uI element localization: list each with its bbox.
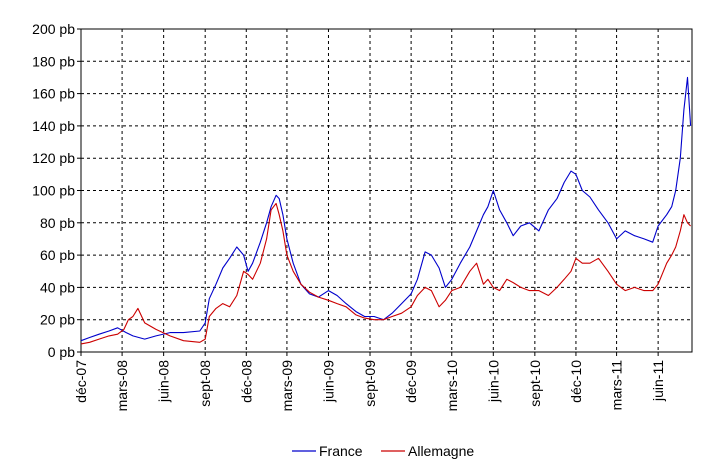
y-tick-label: 80 pb: [40, 215, 75, 231]
y-tick-label: 140 pb: [32, 118, 75, 134]
x-tick-label: juin-10: [485, 360, 501, 403]
series-lines: [80, 76, 692, 345]
x-axis: déc-07 mars-08 juin-08 sept-08 déc-08 mars-09…: [73, 352, 666, 411]
y-tick-label: 180 pb: [32, 53, 75, 69]
series-line-france: [80, 76, 692, 342]
y-tick-label: 60 pb: [40, 247, 75, 263]
x-tick-label: juin-08: [156, 360, 172, 403]
y-tick-label: 0 pb: [48, 344, 75, 360]
x-tick-label: mars-09: [279, 360, 295, 412]
legend-label-france: France: [319, 443, 363, 459]
x-tick-label: mars-10: [444, 360, 460, 412]
x-tick-label: sept-09: [362, 360, 378, 407]
legend: France Allemagne: [292, 443, 474, 459]
x-tick-label: juin-09: [320, 360, 336, 403]
y-axis: 0 pb 20 pb 40 pb 60 pb 80 pb 100 pb 120 pb 140 …: [32, 21, 81, 360]
x-tick-label: sept-10: [527, 360, 543, 407]
x-tick-label: déc-10: [568, 360, 584, 403]
plot-area: [80, 28, 693, 353]
y-tick-label: 160 pb: [32, 86, 75, 102]
y-tick-label: 20 pb: [40, 312, 75, 328]
x-tick-label: déc-08: [238, 360, 254, 403]
x-tick-label: déc-07: [73, 360, 89, 403]
y-tick-label: 200 pb: [32, 21, 75, 37]
x-tick-label: mars-08: [114, 360, 130, 412]
x-tick-label: mars-11: [609, 360, 625, 411]
y-tick-label: 40 pb: [40, 279, 75, 295]
x-tick-label: sept-08: [197, 360, 213, 407]
y-tick-label: 120 pb: [32, 150, 75, 166]
legend-label-allemagne: Allemagne: [408, 443, 474, 459]
series-line-allemagne: [80, 202, 691, 345]
x-tick-label: juin-11: [650, 360, 666, 402]
y-tick-label: 100 pb: [32, 183, 75, 199]
x-tick-label: déc-09: [403, 360, 419, 403]
